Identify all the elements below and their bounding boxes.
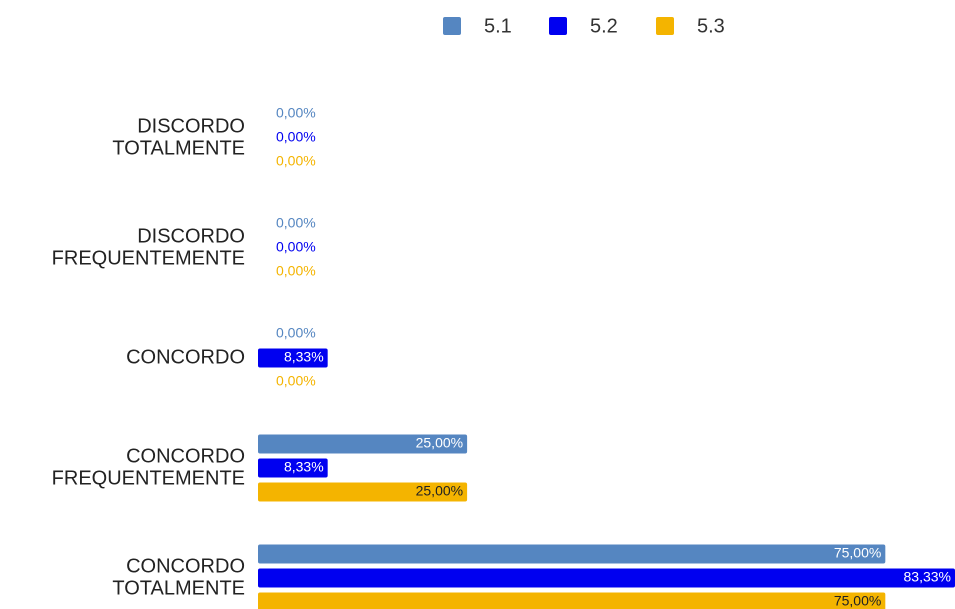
- bar: [258, 458, 328, 478]
- value-label: 0,00%: [276, 239, 316, 255]
- legend-swatch: [549, 17, 567, 35]
- value-label: 0,00%: [276, 129, 316, 145]
- legend-label: 5.3: [697, 15, 725, 37]
- value-label: 0,00%: [276, 153, 316, 169]
- value-label: 83,33%: [904, 569, 951, 585]
- bar: [258, 592, 886, 609]
- category-label: CONCORDO: [126, 555, 245, 577]
- value-label: 0,00%: [276, 373, 316, 389]
- bar: [258, 434, 468, 454]
- category-label: FREQUENTEMENTE: [52, 467, 245, 489]
- bar: [258, 482, 468, 502]
- value-label: 75,00%: [834, 593, 881, 609]
- value-label: 0,00%: [276, 215, 316, 231]
- value-label: 25,00%: [416, 435, 463, 451]
- bar: [258, 544, 886, 564]
- value-label: 0,00%: [276, 263, 316, 279]
- legend-swatch: [656, 17, 674, 35]
- value-label: 8,33%: [284, 349, 324, 365]
- category-label: TOTALMENTE: [112, 577, 245, 599]
- value-label: 0,00%: [276, 105, 316, 121]
- category-label: TOTALMENTE: [112, 137, 245, 159]
- category-label: DISCORDO: [137, 115, 245, 137]
- category-label: CONCORDO: [126, 445, 245, 467]
- category-label: DISCORDO: [137, 225, 245, 247]
- value-label: 75,00%: [834, 545, 881, 561]
- category-label: CONCORDO: [126, 346, 245, 368]
- category-label: FREQUENTEMENTE: [52, 247, 245, 269]
- legend-swatch: [443, 17, 461, 35]
- legend-label: 5.1: [484, 15, 512, 37]
- legend-label: 5.2: [590, 15, 618, 37]
- bar: [258, 568, 955, 588]
- bar: [258, 348, 328, 368]
- value-label: 25,00%: [416, 483, 463, 499]
- value-label: 8,33%: [284, 459, 324, 475]
- value-label: 0,00%: [276, 325, 316, 341]
